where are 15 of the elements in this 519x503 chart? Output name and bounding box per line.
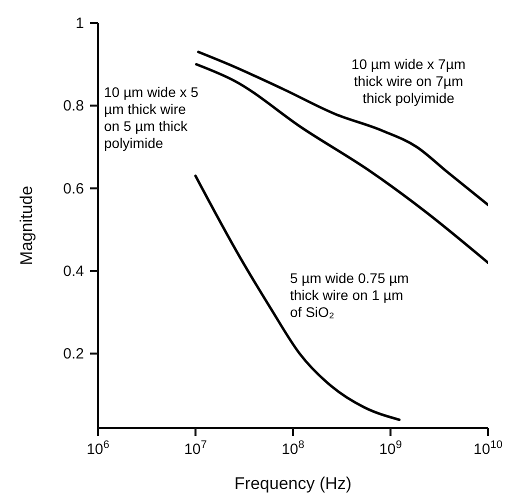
series-label: 5 µm wide 0.75 µm thick wire on 1 µm of SiO₂ [290,270,410,321]
x-tick-label: 10$^{8}$ [282,439,304,458]
x-tick-label: 10$^{7}$ [184,439,207,458]
x-tick-label: 10$^{9}$ [379,439,402,458]
x-tick-label: 10$^{10}$ [474,439,502,458]
series-label: 10 µm wide x 7µm thick wire on 7µm thick polyimide [350,56,467,107]
y-tick-label: 1 [76,15,84,32]
y-tick-label: 0.6 [63,180,84,198]
x-tick-label: 10$^{6}$ [86,439,110,458]
y-axis-title: Magnitude [17,186,36,266]
series-label: 10 µm wide x 5 µm thick wire on 5 µm thick polyimide [104,84,200,152]
y-tick-label: 0.4 [63,262,84,280]
x-axis-title: Frequency (Hz) [234,474,352,493]
y-tick-label: 0.2 [63,346,84,363]
y-tick-label: 0.8 [63,98,84,115]
